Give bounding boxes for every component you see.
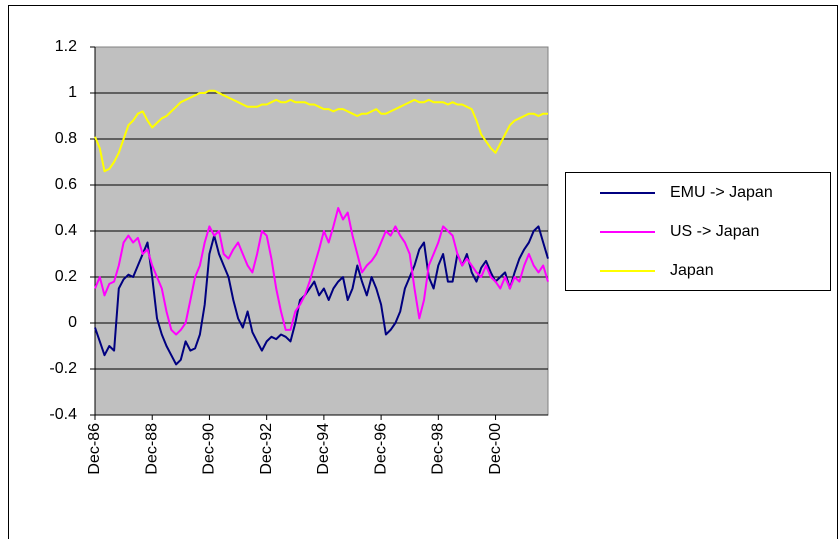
x-tick-label: Dec-90 (201, 423, 218, 475)
y-tick-label: -0.4 (49, 406, 77, 423)
y-tick-label: 0 (68, 314, 77, 331)
y-tick-label: 0.2 (55, 268, 77, 285)
x-tick-label: Dec-96 (372, 423, 389, 475)
x-tick-label: Dec-86 (86, 423, 103, 475)
legend-label: US -> Japan (670, 223, 759, 240)
x-tick-label: Dec-00 (487, 423, 504, 475)
y-tick-label: 1.2 (55, 38, 77, 55)
y-tick-label: -0.2 (49, 360, 77, 377)
line-series (94, 225, 549, 366)
line-series (94, 207, 549, 336)
y-tick-label: 0.6 (55, 176, 77, 193)
x-tick-label: Dec-98 (430, 423, 447, 475)
y-tick-label: 1 (68, 84, 77, 101)
legend-label: Japan (670, 262, 714, 279)
y-tick-label: 0.4 (55, 222, 77, 239)
x-tick-label: Dec-92 (258, 423, 275, 475)
legend-label: EMU -> Japan (670, 184, 773, 201)
line-series (94, 89, 548, 173)
x-tick-label: Dec-94 (315, 423, 332, 475)
x-tick-label: Dec-88 (143, 423, 160, 475)
y-tick-label: 0.8 (55, 130, 77, 147)
